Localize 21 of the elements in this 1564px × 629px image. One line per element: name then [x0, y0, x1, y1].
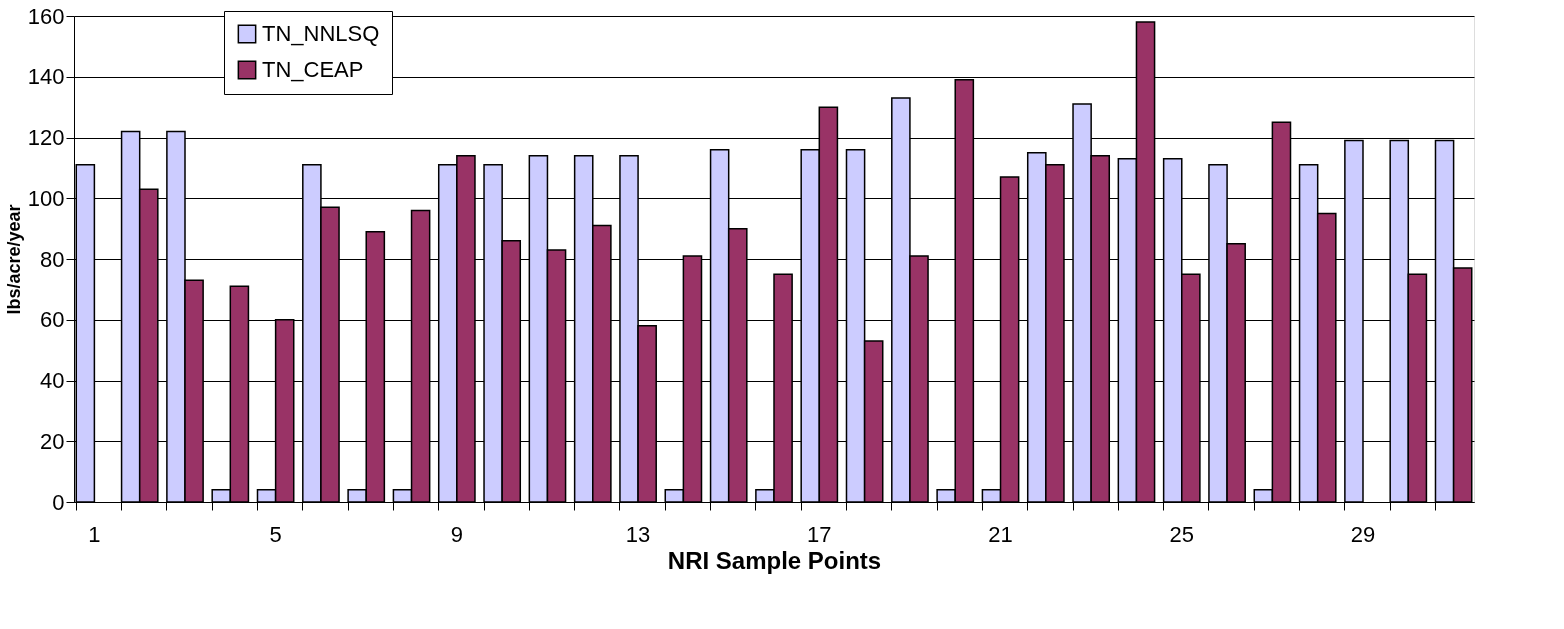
y-tick-label: 0: [52, 489, 65, 515]
x-tick-label: 25: [1169, 521, 1195, 547]
x-tick-label: 13: [625, 521, 651, 547]
x-tick-label: 1: [88, 521, 101, 547]
y-tick-label: 160: [27, 3, 65, 29]
x-tick-label: 9: [450, 521, 463, 547]
y-tick-label: 60: [40, 307, 65, 333]
y-tick-label: 40: [40, 368, 65, 393]
x-tick-label: 5: [269, 521, 282, 547]
x-tick-label: 21: [988, 521, 1013, 547]
y-tick-label: 20: [40, 428, 65, 454]
y-tick-label: 120: [27, 125, 65, 150]
x-tick-label: 29: [1350, 521, 1376, 547]
y-axis-title: lbs/acre/year: [3, 204, 24, 315]
y-tick-label: 100: [27, 185, 65, 211]
y-tick-label: 80: [40, 246, 65, 272]
x-axis-title: NRI Sample Points: [667, 546, 882, 574]
x-tick-label: 17: [807, 521, 832, 547]
legend-label: TN_CEAP: [262, 57, 364, 82]
y-tick-label: 140: [27, 64, 65, 90]
legend-label: TN_NNLSQ: [262, 21, 380, 46]
